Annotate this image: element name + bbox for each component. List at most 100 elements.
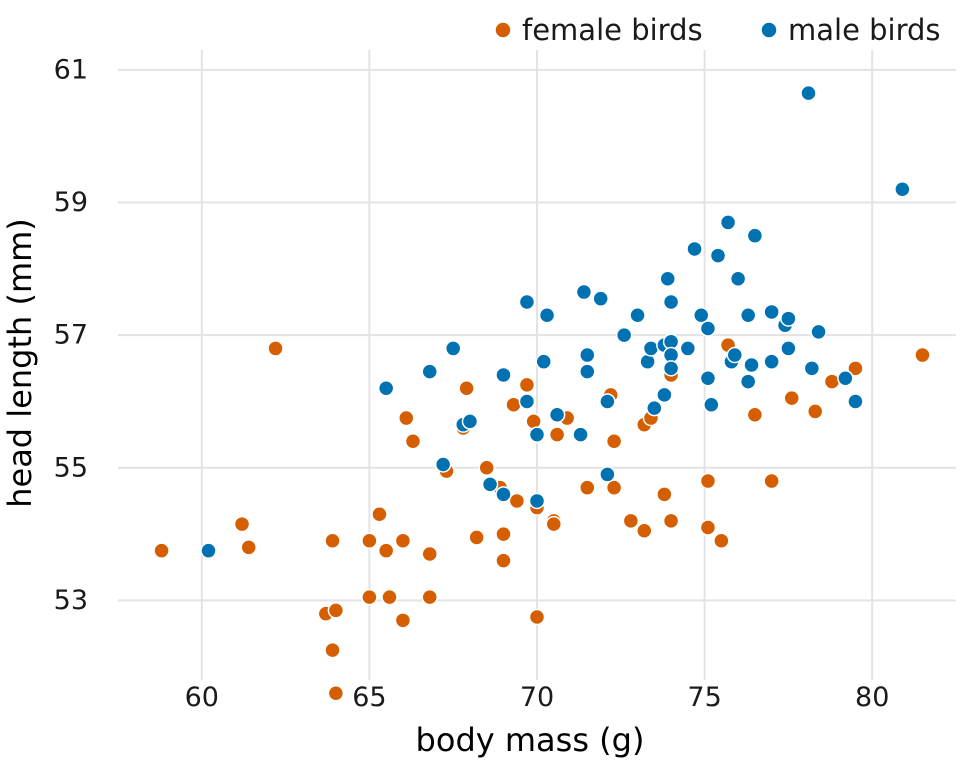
data-point (642, 340, 660, 357)
data-point (699, 519, 717, 536)
data-point (656, 486, 673, 503)
data-point (495, 552, 512, 569)
series-male (200, 84, 911, 559)
y-axis-ticks: 53 55 57 59 61 (54, 54, 88, 616)
y-tick-label: 61 (54, 54, 88, 85)
data-point (468, 529, 485, 546)
data-point (398, 409, 415, 427)
x-tick-label: 75 (687, 682, 721, 713)
data-point (377, 379, 395, 397)
data-point (478, 459, 495, 477)
legend-item-male: male birds (760, 13, 941, 47)
data-point (572, 426, 589, 443)
data-point (629, 307, 646, 324)
data-point (743, 356, 760, 374)
x-tick-label: 60 (185, 682, 219, 713)
data-point (371, 505, 388, 523)
data-point (481, 476, 499, 493)
data-point (662, 293, 680, 311)
data-point (421, 363, 438, 380)
data-point (636, 522, 653, 540)
data-point (233, 515, 251, 533)
data-point (535, 353, 552, 370)
data-point (200, 542, 217, 559)
x-tick-label: 65 (352, 682, 386, 713)
data-point (763, 472, 780, 490)
data-points (153, 84, 931, 702)
data-point (528, 608, 546, 626)
data-point (324, 532, 341, 549)
data-point (421, 545, 438, 563)
data-point (267, 340, 284, 357)
data-point (377, 542, 395, 559)
data-point (458, 379, 475, 397)
data-point (528, 492, 546, 510)
data-point (508, 492, 526, 510)
legend-item-female: female birds (494, 13, 703, 47)
data-point (894, 181, 911, 198)
data-point (746, 406, 764, 423)
data-point (615, 326, 633, 344)
data-point (548, 426, 566, 443)
data-point (361, 532, 378, 549)
y-axis-title: head length (mm) (1, 218, 39, 508)
data-point (780, 310, 797, 327)
data-point (679, 340, 697, 357)
data-point (153, 542, 170, 559)
data-point (803, 360, 821, 377)
data-point (699, 370, 717, 387)
data-point (806, 403, 824, 420)
legend-marker (760, 21, 778, 39)
data-point (444, 340, 462, 357)
data-point (495, 366, 512, 384)
data-point (605, 479, 623, 496)
data-point (327, 602, 345, 619)
data-point (518, 376, 536, 394)
x-tick-label: 80 (855, 682, 889, 713)
legend: female birds male birds (494, 13, 941, 47)
data-point (404, 433, 422, 450)
data-point (780, 340, 797, 357)
data-point (713, 532, 730, 549)
data-point (538, 307, 556, 324)
data-point (746, 227, 764, 244)
data-point (579, 479, 596, 496)
data-point (495, 486, 512, 503)
data-point (327, 685, 345, 702)
y-tick-label: 53 (54, 585, 88, 616)
data-point (800, 84, 817, 102)
data-point (579, 363, 596, 380)
data-point (518, 293, 536, 311)
data-point (709, 247, 727, 264)
data-point (659, 270, 676, 288)
data-point (528, 426, 546, 443)
data-point (656, 386, 673, 404)
data-point (783, 389, 801, 407)
data-point (622, 512, 640, 530)
data-point (381, 588, 398, 606)
data-point (505, 396, 522, 414)
data-point (495, 525, 512, 543)
data-point (699, 472, 717, 490)
x-tick-label: 70 (520, 682, 554, 713)
data-point (324, 641, 341, 659)
data-point (548, 406, 566, 423)
data-point (421, 588, 438, 606)
data-point (810, 323, 827, 341)
data-point (434, 456, 452, 473)
data-point (579, 346, 596, 364)
data-point (703, 396, 720, 414)
data-point (662, 360, 680, 377)
data-point (592, 290, 609, 307)
series-female (153, 336, 931, 702)
data-point (361, 588, 378, 606)
data-point (739, 373, 757, 390)
data-point (763, 353, 780, 370)
data-point (823, 373, 841, 390)
data-point (692, 307, 710, 324)
data-point (847, 360, 864, 377)
data-point (575, 283, 593, 301)
data-point (599, 466, 616, 483)
data-point (662, 512, 680, 530)
